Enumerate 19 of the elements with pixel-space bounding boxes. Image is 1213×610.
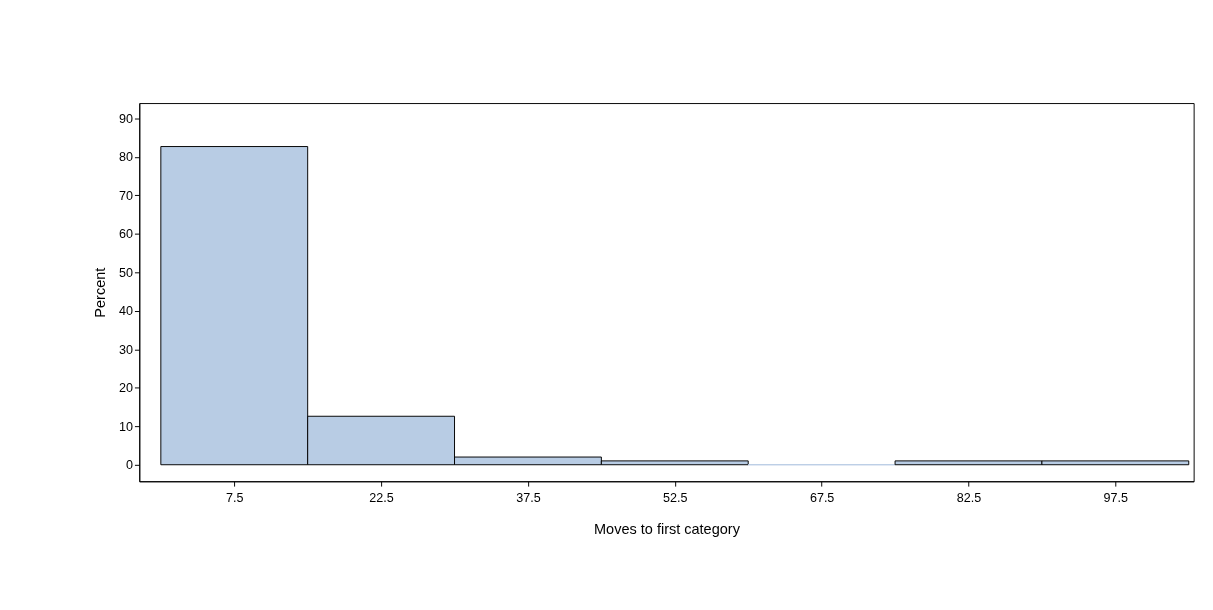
y-tick-label: 50: [119, 265, 134, 280]
x-tick-label: 37.5: [516, 491, 541, 506]
y-tick-label: 60: [119, 227, 134, 242]
x-tick-label: 7.5: [226, 491, 244, 506]
y-tick-label: 40: [119, 304, 134, 319]
y-tick-label: 0: [126, 458, 133, 473]
x-tick-label: 67.5: [809, 491, 835, 506]
x-tick-label: 22.5: [369, 491, 394, 506]
y-tick-label: 10: [119, 419, 134, 434]
x-axis-title: Moves to first category: [594, 521, 741, 537]
y-tick-label: 20: [119, 381, 134, 396]
x-tick-label: 52.5: [663, 491, 688, 506]
y-tick-label: 30: [119, 342, 134, 357]
x-tick-label: 82.5: [956, 491, 982, 506]
y-axis-title: Percent: [91, 267, 108, 318]
y-tick-label: 90: [119, 111, 134, 126]
y-tick-label: 70: [119, 188, 134, 203]
y-tick-label: 80: [119, 150, 134, 165]
x-tick-label: 97.5: [1103, 491, 1129, 506]
